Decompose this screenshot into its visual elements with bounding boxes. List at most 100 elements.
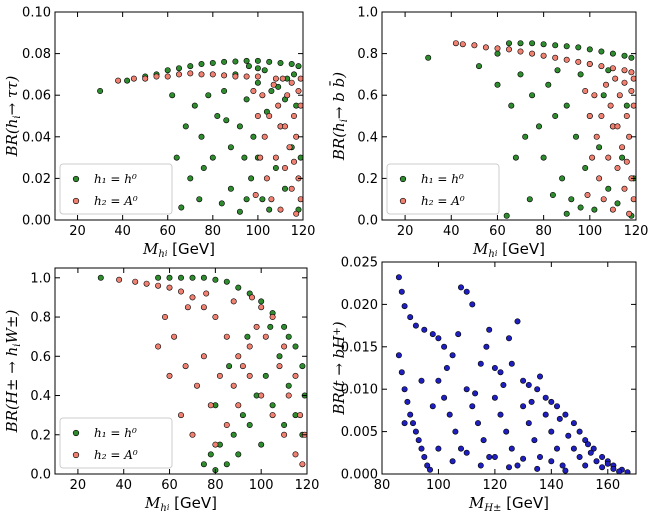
- data-point-2-13: [269, 412, 276, 419]
- legend: h₁ = h⁰ h₂ = A⁰: [59, 417, 173, 469]
- data-point-1-92: [418, 377, 425, 384]
- data-point-1-10: [586, 46, 593, 53]
- data-point-1-18: [514, 318, 521, 325]
- data-point-1-2: [494, 50, 501, 57]
- data-point-1-7: [223, 278, 230, 285]
- data-point-1-15: [200, 461, 207, 468]
- data-point-2-9: [552, 54, 559, 61]
- data-point-1-63: [520, 403, 527, 410]
- scatter-points: [425, 40, 636, 219]
- data-point-1-59: [497, 411, 504, 418]
- data-point-1-97: [556, 415, 563, 422]
- data-point-2-8: [212, 313, 219, 320]
- data-point-1-23: [246, 421, 253, 428]
- data-point-1-54: [223, 117, 230, 124]
- data-point-2-29: [223, 421, 230, 428]
- data-point-2-0: [116, 276, 123, 283]
- data-point-1-40: [409, 420, 416, 427]
- legend-marker-1: [72, 429, 80, 437]
- data-point-1-27: [576, 428, 583, 435]
- plot-frame: [381, 261, 637, 475]
- data-point-1-4: [189, 274, 196, 281]
- data-point-2-45: [203, 290, 210, 297]
- data-point-2-32: [295, 88, 302, 95]
- data-point-2-41: [589, 154, 596, 161]
- data-point-2-37: [257, 154, 264, 161]
- data-point-1-28: [276, 353, 283, 360]
- data-point-2-10: [235, 353, 242, 360]
- data-point-1-53: [200, 165, 207, 172]
- x-tick-label: 120: [624, 224, 649, 239]
- x-tick-label: 120: [482, 478, 507, 493]
- data-point-1-37: [272, 165, 279, 172]
- data-point-1-28: [582, 437, 589, 444]
- data-point-1-70: [559, 462, 566, 469]
- data-point-1-3: [178, 274, 185, 281]
- x-tick-label: 80: [207, 478, 224, 493]
- data-point-1-25: [562, 411, 569, 418]
- data-point-1-79: [610, 465, 617, 472]
- data-point-1-37: [619, 154, 626, 161]
- data-point-2-40: [285, 392, 292, 399]
- data-point-2-27: [612, 75, 619, 82]
- data-point-1-47: [554, 67, 561, 74]
- y-tick-label: 0.000: [341, 468, 378, 483]
- x-tick-label: 100: [426, 478, 451, 493]
- data-point-2-39: [281, 343, 288, 350]
- x-tick-label: 80: [205, 224, 222, 239]
- data-point-1-100: [536, 373, 543, 380]
- data-point-1-43: [418, 445, 425, 452]
- data-point-1-1: [124, 77, 131, 84]
- data-point-1-36: [614, 200, 621, 207]
- data-point-2-18: [593, 133, 600, 140]
- data-point-1-16: [295, 63, 302, 70]
- data-point-1-26: [262, 372, 269, 379]
- data-point-1-17: [505, 335, 512, 342]
- data-point-2-6: [189, 294, 196, 301]
- data-point-1-20: [230, 431, 237, 438]
- data-point-2-16: [299, 461, 306, 468]
- data-point-1-10: [232, 58, 239, 65]
- data-point-2-35: [297, 196, 303, 203]
- y-tick-label: 0.02: [22, 172, 51, 187]
- data-point-1-80: [616, 468, 623, 474]
- data-point-2-19: [596, 175, 603, 182]
- data-point-1-3: [407, 314, 414, 321]
- data-point-1-20: [198, 133, 205, 140]
- data-point-2-42: [586, 113, 593, 120]
- data-point-1-28: [243, 96, 250, 103]
- data-point-1-19: [223, 461, 230, 468]
- data-point-1-45: [577, 204, 584, 211]
- data-point-2-8: [540, 52, 547, 59]
- x-axis-label: Mhi [GeV]: [142, 240, 215, 260]
- data-point-1-29: [582, 165, 589, 172]
- data-point-2-16: [266, 113, 273, 120]
- data-point-1-30: [250, 133, 257, 140]
- data-point-2-3: [482, 44, 489, 51]
- data-point-1-12: [469, 301, 476, 308]
- data-point-1-14: [486, 326, 493, 333]
- y-tick-label: 0.4: [30, 389, 51, 404]
- data-point-1-35: [266, 206, 273, 213]
- data-point-2-6: [187, 70, 194, 77]
- data-point-2-2: [143, 280, 150, 287]
- data-point-1-69: [553, 445, 560, 452]
- data-point-2-27: [288, 185, 295, 192]
- data-point-1-8: [441, 343, 448, 350]
- data-point-1-49: [441, 394, 448, 401]
- y-tick-label: 0.0: [30, 468, 51, 483]
- data-point-1-85: [491, 453, 498, 460]
- data-point-1-37: [267, 323, 274, 330]
- y-tick-label: 0.00: [22, 214, 51, 229]
- data-point-1-4: [164, 67, 171, 74]
- data-point-1-34: [605, 185, 612, 192]
- data-point-1-11: [243, 57, 250, 64]
- data-point-1-12: [609, 50, 616, 57]
- data-point-2-36: [297, 75, 303, 82]
- data-point-2-37: [269, 313, 276, 320]
- plot-frame: [54, 267, 308, 475]
- data-point-1-6: [187, 63, 194, 70]
- data-point-2-24: [281, 165, 288, 172]
- y-tick-label: 0.6: [357, 89, 378, 104]
- data-point-2-21: [600, 196, 607, 203]
